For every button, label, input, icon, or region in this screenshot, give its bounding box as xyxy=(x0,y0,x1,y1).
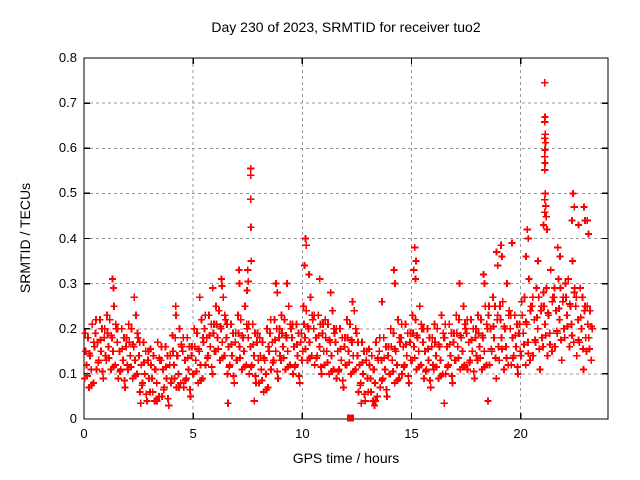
square-marker-point xyxy=(346,414,354,422)
y-tick-label: 0.2 xyxy=(58,320,77,336)
y-tick-label: 0.4 xyxy=(58,230,77,246)
x-axis-label: GPS time / hours xyxy=(292,450,400,466)
y-tick-label: 0.5 xyxy=(58,185,77,201)
y-tick-label: 0.7 xyxy=(58,95,77,111)
y-tick-label: 0.1 xyxy=(58,365,77,381)
x-tick-label: 20 xyxy=(513,426,528,441)
x-tick-label: 15 xyxy=(404,426,419,441)
y-tick-label: 0.8 xyxy=(58,50,77,65)
axis-border xyxy=(83,57,609,420)
x-tick-label: 5 xyxy=(189,426,197,441)
x-tick-label: 0 xyxy=(80,426,88,441)
x-tick-label: 10 xyxy=(295,426,310,441)
chart-title: Day 230 of 2023, SRMTID for receiver tuo… xyxy=(211,19,481,35)
data-points-series-0 xyxy=(80,79,596,410)
y-tick-label: 0 xyxy=(69,411,77,426)
y-tick-label: 0.6 xyxy=(58,140,77,156)
y-tick-label: 0.3 xyxy=(58,275,77,291)
